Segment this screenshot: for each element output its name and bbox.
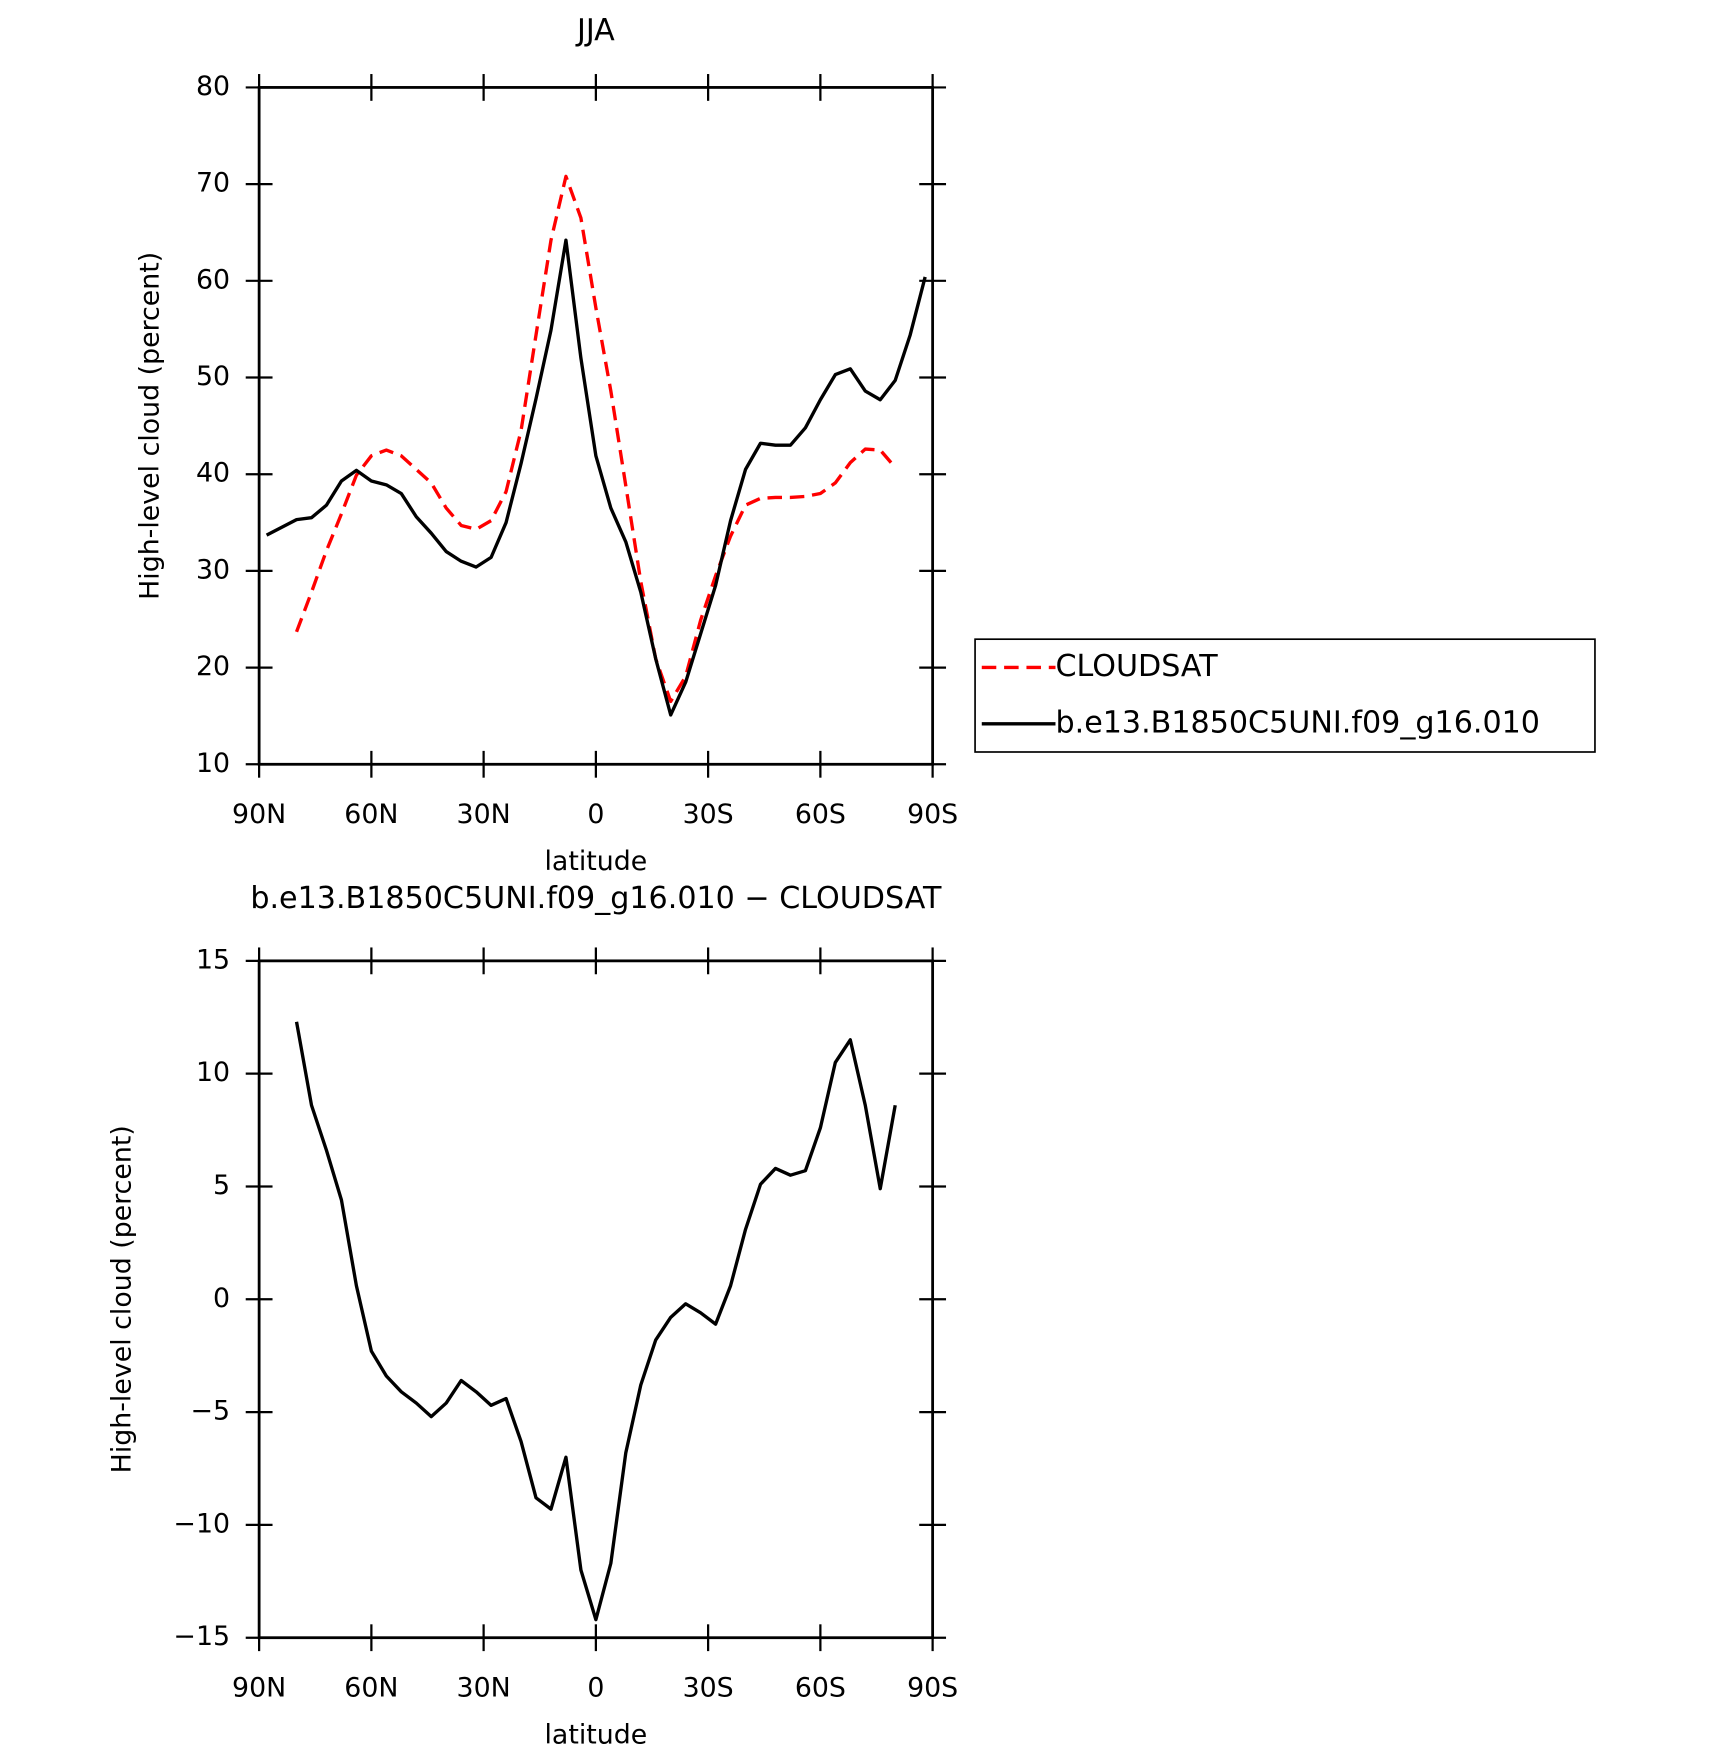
y-tick-label: 60	[196, 264, 230, 295]
y-tick-label: 30	[196, 554, 230, 585]
y-tick-label: 5	[213, 1170, 230, 1201]
y-tick-label: 80	[196, 71, 230, 102]
series-line	[294, 174, 897, 704]
x-tick-label: 60N	[344, 1673, 398, 1704]
x-tick-label: 60N	[344, 799, 398, 830]
x-tick-label: 60S	[795, 799, 846, 830]
x-axis-label: latitude	[544, 846, 647, 877]
x-tick-label: 0	[587, 1673, 604, 1704]
y-tick-label: 15	[196, 944, 230, 975]
x-axis-label: latitude	[544, 1720, 647, 1751]
data-line	[294, 1021, 897, 1622]
chart-title: b.e13.B1850C5UNI.f09_g16.010 − CLOUDSAT	[250, 881, 942, 916]
y-tick-label: 0	[213, 1283, 230, 1314]
y-axis-label: High-level cloud (percent)	[134, 252, 165, 600]
x-tick-label: 90S	[907, 799, 958, 830]
y-tick-label: −5	[191, 1396, 231, 1427]
chart-title: JJA	[575, 13, 615, 48]
x-tick-label: 30S	[683, 799, 734, 830]
x-tick-label: 90S	[907, 1673, 958, 1704]
x-tick-label: 30N	[457, 799, 511, 830]
y-tick-label: 10	[196, 748, 230, 779]
y-tick-label: 40	[196, 458, 230, 489]
legend-label: CLOUDSAT	[1055, 649, 1218, 684]
x-tick-label: 30S	[683, 1673, 734, 1704]
y-tick-label: 10	[196, 1057, 230, 1088]
y-tick-label: −15	[174, 1621, 231, 1652]
legend-label: b.e13.B1850C5UNI.f09_g16.010	[1055, 705, 1540, 740]
x-tick-label: 60S	[795, 1673, 846, 1704]
y-axis-label: High-level cloud (percent)	[106, 1125, 137, 1473]
y-tick-label: 70	[196, 168, 230, 199]
plot-frame	[257, 86, 935, 766]
x-tick-label: 90N	[232, 799, 286, 830]
x-tick-label: 30N	[457, 1673, 511, 1704]
series-line	[265, 238, 927, 717]
y-tick-label: 20	[196, 651, 230, 682]
y-tick-label: 50	[196, 361, 230, 392]
x-tick-label: 0	[587, 799, 604, 830]
y-tick-label: −10	[174, 1508, 231, 1539]
legend-box	[974, 638, 1596, 753]
plot-frame	[257, 959, 935, 1640]
x-tick-label: 90N	[232, 1673, 286, 1704]
